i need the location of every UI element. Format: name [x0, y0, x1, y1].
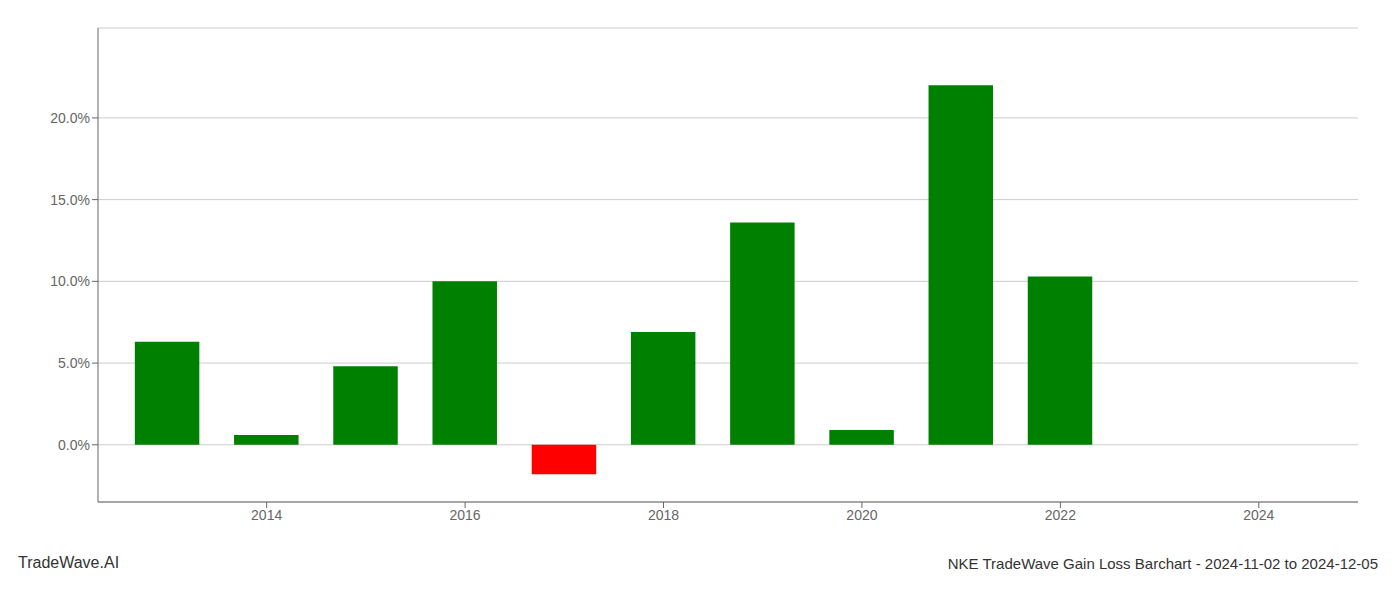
html-text:NKE TradeWave Gain Loss Barcha: NKE TradeWave Gain Loss Barchart - 2024-… [947, 555, 1378, 572]
svg-text:15.0%: 15.0% [50, 192, 90, 208]
svg-text:2024: 2024 [1243, 507, 1274, 523]
html-text:TradeWave.AI: TradeWave.AI [18, 554, 120, 571]
svg-text:2014: 2014 [251, 507, 282, 523]
svg-text:2020: 2020 [846, 507, 877, 523]
svg-text:2018: 2018 [648, 507, 679, 523]
svg-text:5.0%: 5.0% [58, 355, 90, 371]
svg-text:2016: 2016 [450, 507, 481, 523]
svg-text:2022: 2022 [1045, 507, 1076, 523]
svg-text:20.0%: 20.0% [50, 110, 90, 126]
svg-text:0.0%: 0.0% [58, 437, 90, 453]
svg-text:10.0%: 10.0% [50, 273, 90, 289]
